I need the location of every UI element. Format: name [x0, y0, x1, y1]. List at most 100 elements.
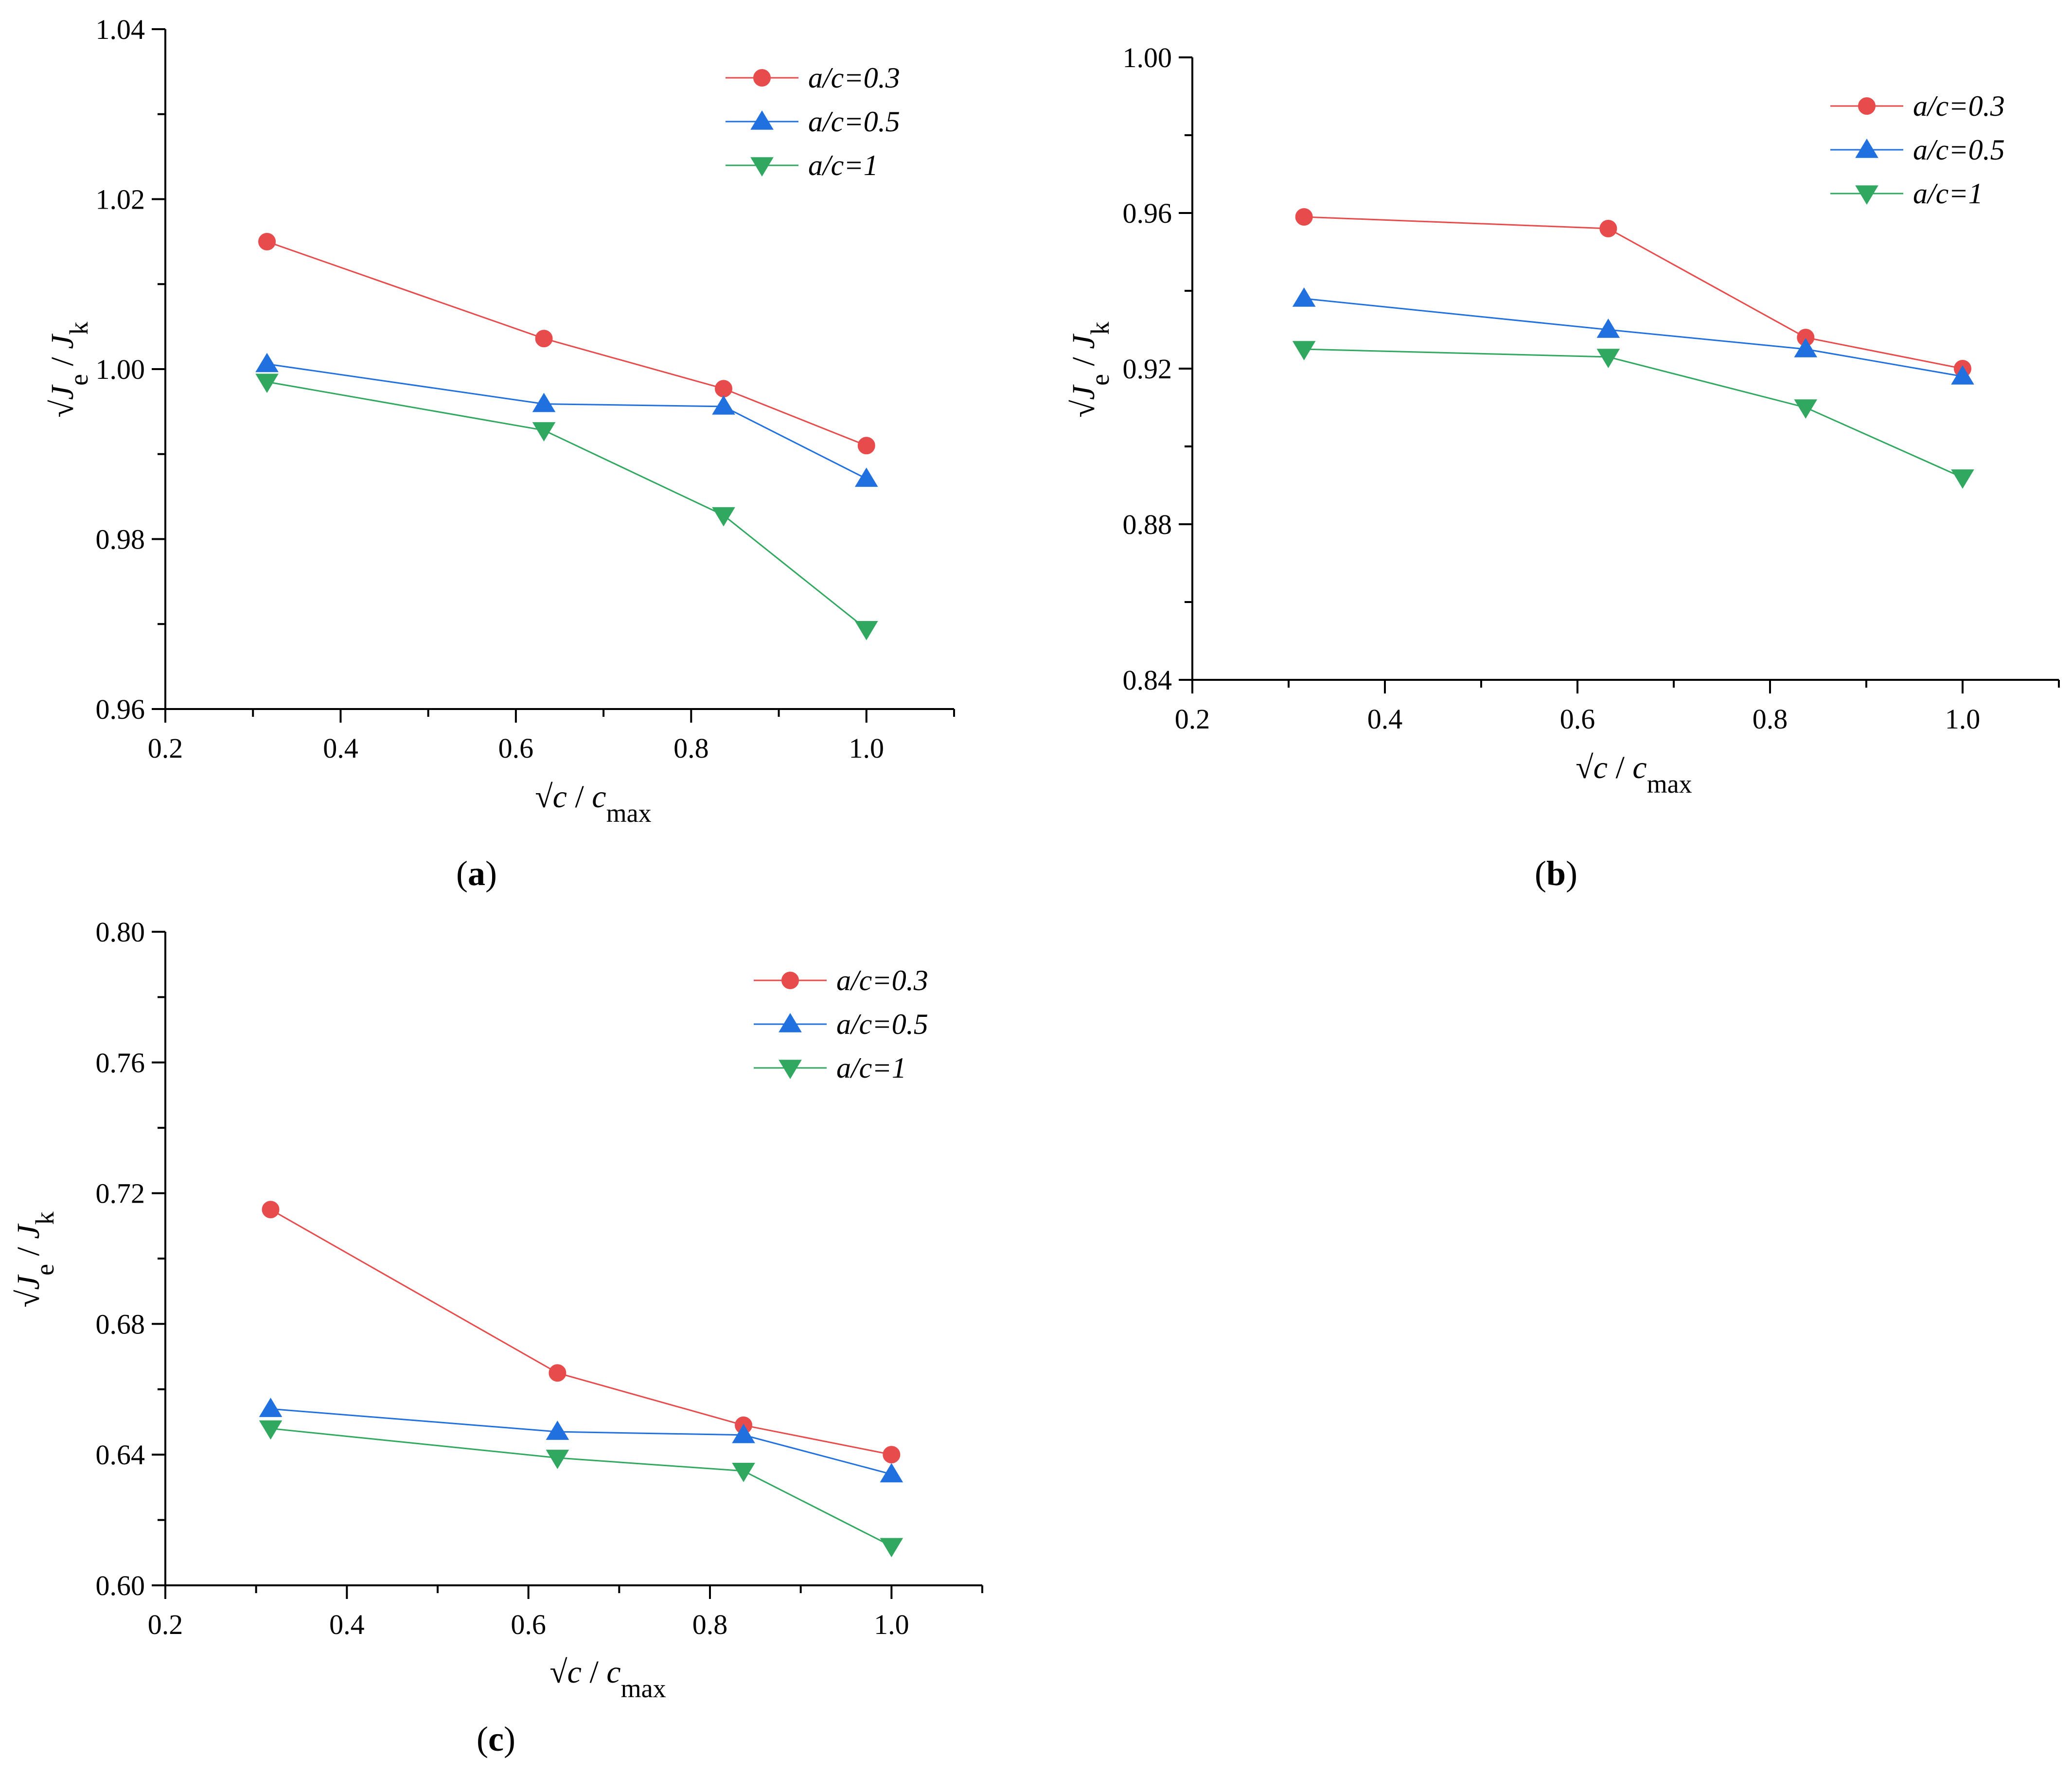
- legend-label: a/c=0.5: [836, 1008, 928, 1040]
- x-tick-label: 0.8: [1753, 703, 1788, 735]
- data-point: [1794, 399, 1818, 419]
- data-point: [1292, 341, 1316, 360]
- legend-label: a/c=0.3: [808, 62, 900, 94]
- data-point: [883, 1446, 901, 1464]
- y-tick-label: 0.76: [96, 1047, 145, 1079]
- series-line: [266, 241, 867, 446]
- x-tick-label: 1.0: [849, 732, 885, 764]
- data-point: [732, 1423, 755, 1443]
- series-2: [1292, 341, 1974, 489]
- data-point: [259, 1420, 283, 1440]
- series-line: [270, 1427, 892, 1547]
- data-point: [854, 621, 878, 640]
- y-tick-label: 0.64: [96, 1439, 145, 1471]
- y-tick-label: 0.98: [96, 524, 145, 555]
- series-line: [270, 1408, 892, 1475]
- legend: a/c=0.3 a/c=0.5 a/c=1: [754, 964, 928, 1084]
- series-line: [266, 363, 867, 479]
- series-0: [262, 1201, 901, 1464]
- data-point: [880, 1538, 903, 1558]
- y-tick-label: 1.04: [96, 14, 145, 45]
- data-point: [1295, 208, 1313, 226]
- chart-panel-a: 0.2 0.4 0.6 0.8 1.0 0.96 0.98 1.00 1.02 1.04 a/c=0…: [45, 14, 955, 893]
- y-axis-title: √Je / Jk: [1066, 321, 1115, 417]
- chart-panel-c: 0.2 0.4 0.6 0.8 1.0 0.60 0.64 0.68 0.72 0.76 0.80 a…: [11, 916, 983, 1758]
- legend: a/c=0.3 a/c=0.5 a/c=1: [1830, 90, 2005, 210]
- x-tick-label: 0.2: [148, 732, 183, 764]
- x-tick-label: 0.6: [511, 1609, 546, 1640]
- data-point: [532, 392, 556, 412]
- data-point: [732, 1463, 755, 1482]
- legend-marker: [779, 1060, 802, 1079]
- data-point: [1794, 338, 1818, 357]
- legend-marker: [750, 110, 774, 130]
- data-point: [854, 467, 878, 487]
- series-line: [1304, 216, 1963, 370]
- legend-label: a/c=1: [808, 149, 878, 181]
- legend-marker: [750, 157, 774, 177]
- y-tick-label: 0.84: [1123, 664, 1172, 696]
- x-tick-label: 0.4: [329, 1609, 365, 1640]
- data-point: [1596, 349, 1620, 368]
- y-tick-label: 1.00: [96, 354, 145, 385]
- x-tick-label: 0.6: [498, 732, 534, 764]
- legend-marker: [781, 972, 799, 989]
- legend-label: a/c=1: [1913, 178, 1983, 210]
- x-tick-label: 1.0: [874, 1609, 909, 1640]
- data-point: [549, 1364, 567, 1382]
- data-point: [1292, 287, 1316, 307]
- panel-caption: (b): [1535, 854, 1577, 893]
- legend-label: a/c=0.3: [1913, 90, 2005, 122]
- legend-marker: [779, 1013, 802, 1032]
- series-1: [1292, 287, 1974, 385]
- data-point: [712, 395, 735, 415]
- x-tick-label: 0.4: [1367, 703, 1403, 735]
- x-tick-label: 0.2: [1175, 703, 1210, 735]
- data-point: [255, 353, 279, 373]
- data-point: [1596, 319, 1620, 338]
- series-1: [259, 1398, 903, 1483]
- legend-marker: [1855, 139, 1878, 158]
- y-axis-title: √Je / Jk: [11, 1211, 59, 1307]
- x-tick-label: 1.0: [1945, 703, 1981, 735]
- series-1: [255, 353, 878, 487]
- data-point: [1599, 220, 1617, 237]
- series-line: [1304, 348, 1963, 479]
- x-axis-title: √c / cmax: [549, 1654, 666, 1703]
- x-tick-label: 0.8: [673, 732, 709, 764]
- series-line: [266, 381, 867, 630]
- data-point: [857, 437, 875, 455]
- panel-caption: (a): [456, 854, 497, 893]
- data-point: [1951, 469, 1974, 489]
- data-point: [712, 507, 735, 527]
- series-0: [258, 232, 875, 455]
- y-tick-label: 0.92: [1123, 353, 1172, 385]
- y-tick-label: 0.60: [96, 1570, 145, 1601]
- data-point: [262, 1201, 280, 1219]
- x-axis-title: √c / cmax: [535, 779, 651, 828]
- series-line: [270, 1208, 892, 1456]
- legend-label: a/c=1: [836, 1052, 906, 1084]
- y-tick-label: 0.80: [96, 916, 145, 948]
- x-tick-label: 0.8: [692, 1609, 728, 1640]
- y-axis-title: √Je / Jk: [45, 321, 93, 417]
- x-tick-label: 0.6: [1560, 703, 1595, 735]
- x-tick-label: 0.4: [323, 732, 358, 764]
- x-axis-title: √c / cmax: [1576, 750, 1692, 799]
- legend-marker: [1858, 97, 1876, 115]
- y-tick-label: 1.02: [96, 184, 145, 215]
- series-line: [1304, 298, 1963, 377]
- legend-marker: [1855, 185, 1878, 205]
- series-2: [255, 373, 878, 640]
- legend: a/c=0.3 a/c=0.5 a/c=1: [726, 62, 900, 181]
- data-point: [546, 1450, 569, 1469]
- data-point: [535, 330, 553, 348]
- series-2: [259, 1420, 903, 1558]
- y-tick-label: 0.68: [96, 1308, 145, 1340]
- y-tick-label: 0.96: [1123, 197, 1172, 229]
- data-point: [880, 1463, 903, 1483]
- y-tick-label: 0.96: [96, 693, 145, 725]
- data-point: [715, 380, 733, 398]
- data-point: [255, 373, 279, 393]
